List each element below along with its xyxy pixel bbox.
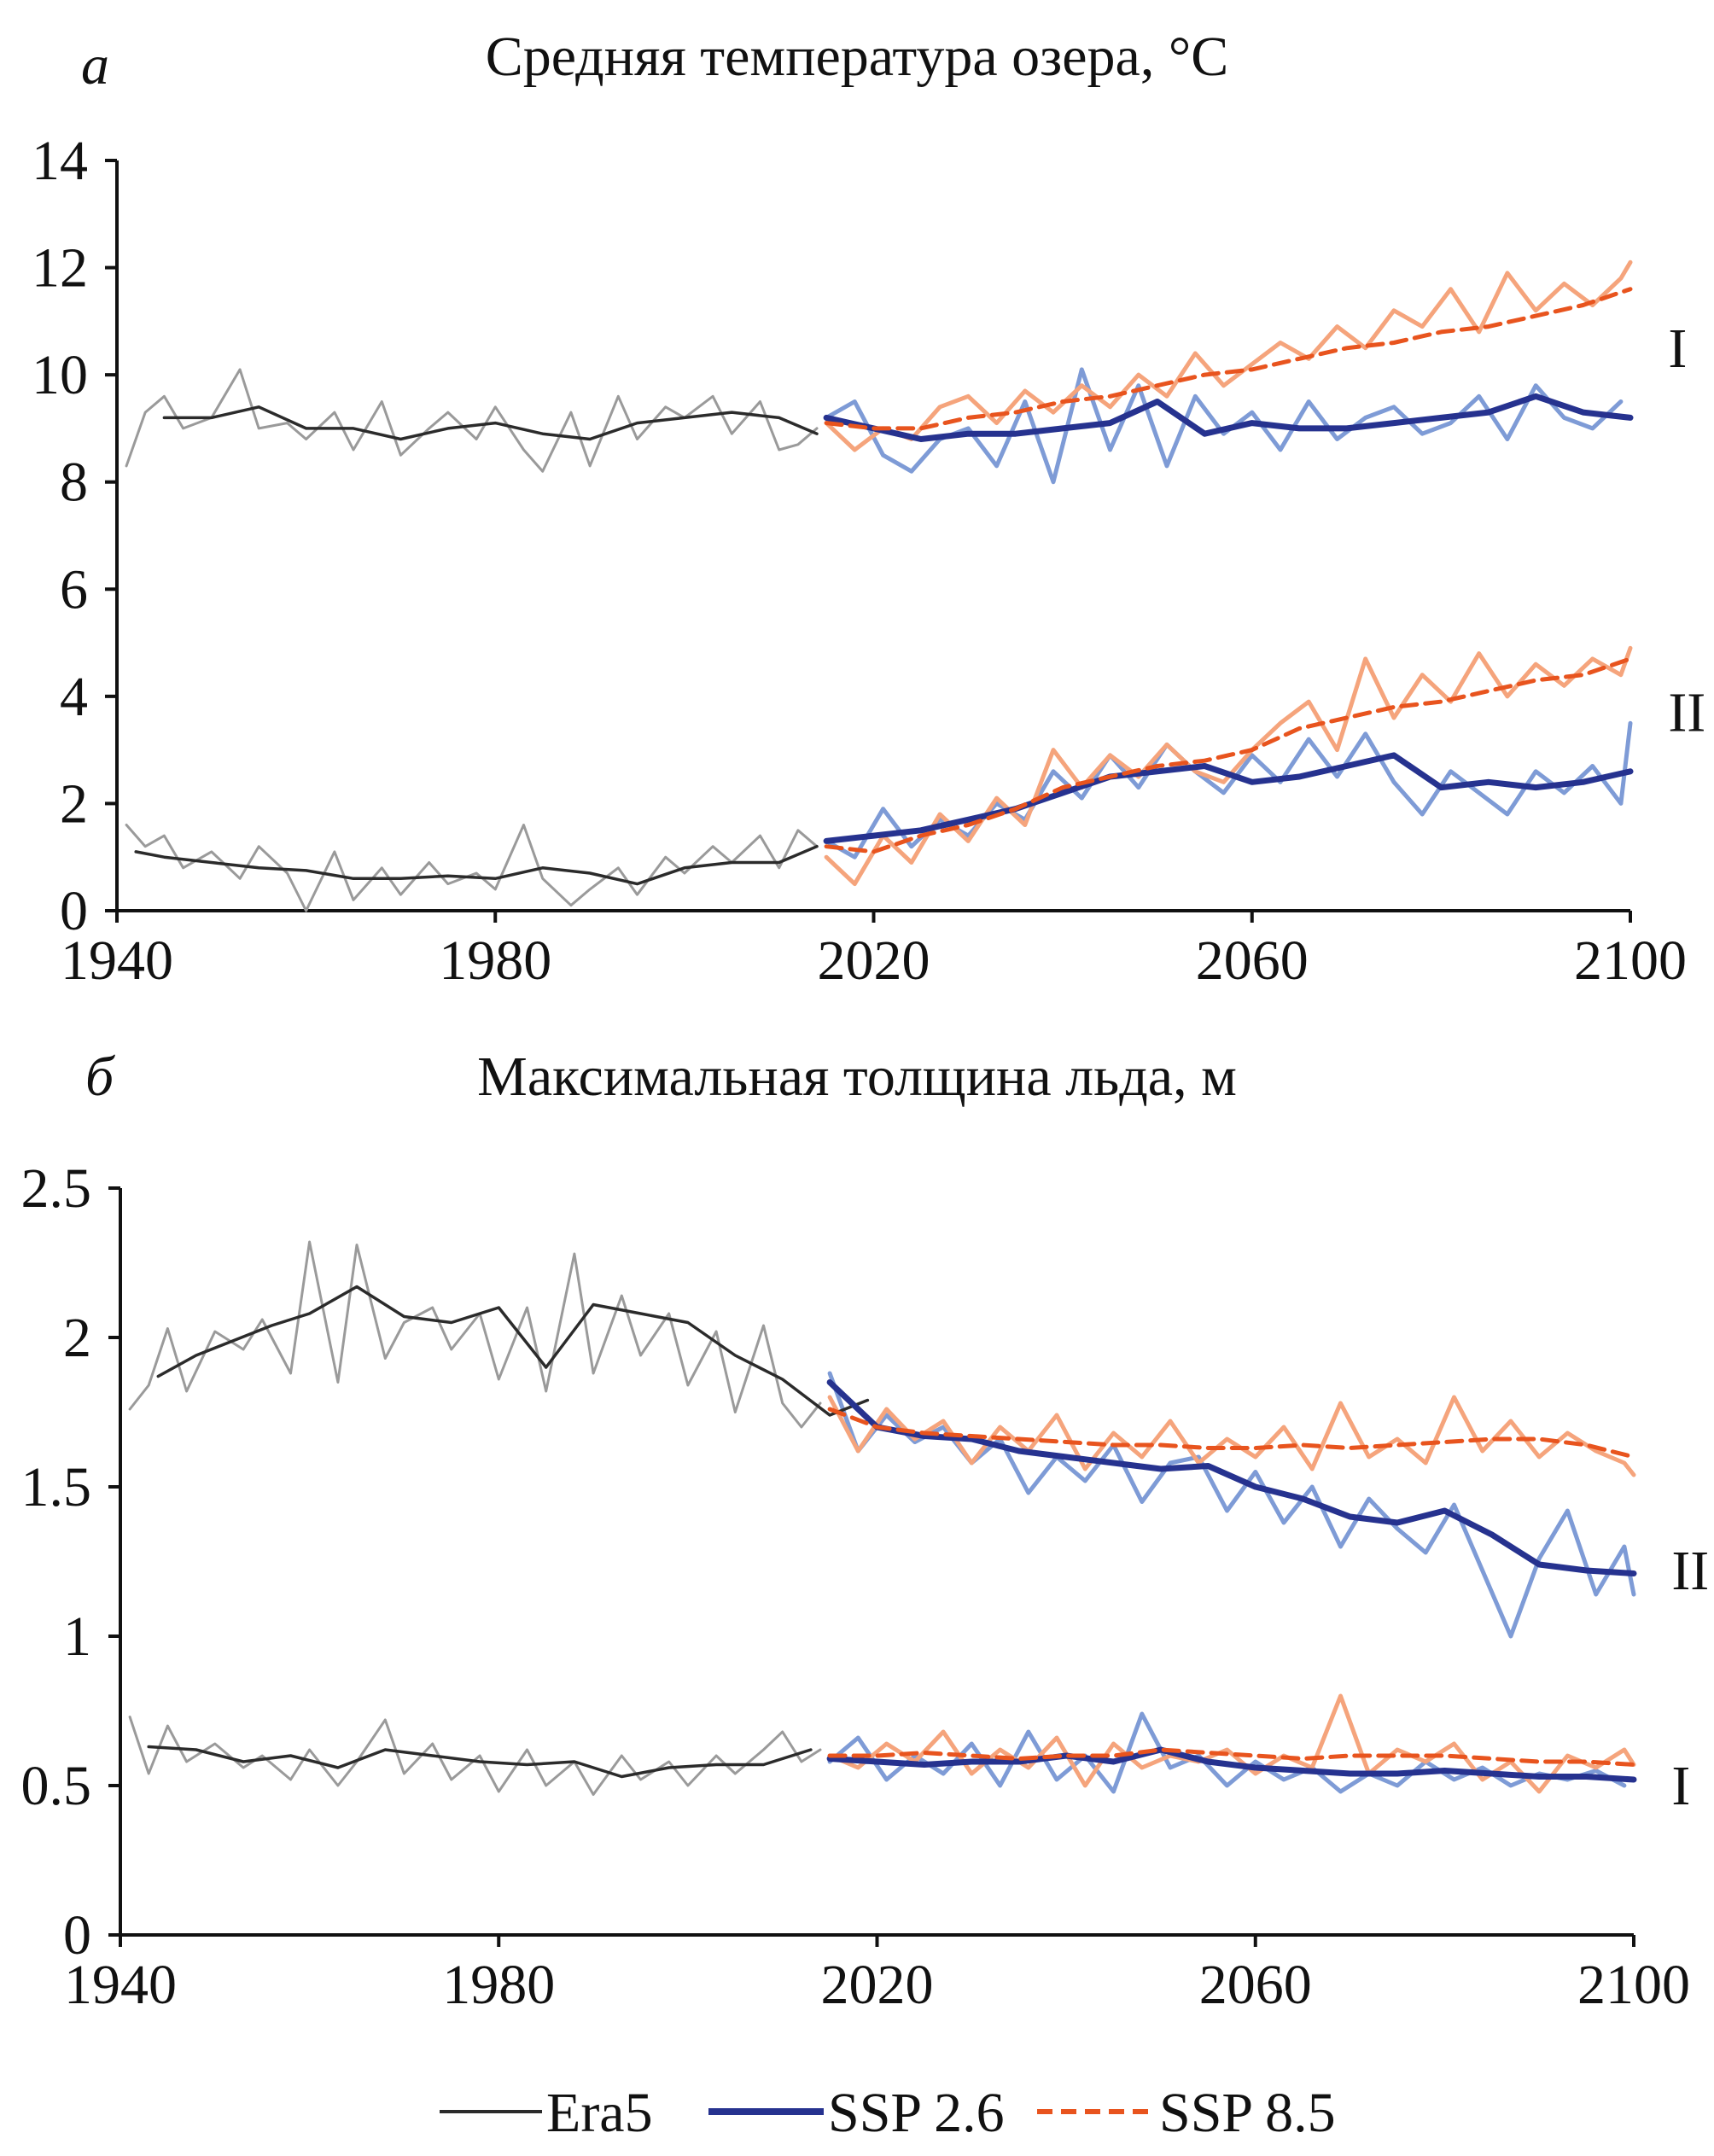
x-tick-label: 2020 [818,929,930,992]
y-tick-label: 14 [32,130,88,192]
series-line-era5-i-raw [128,1716,822,1796]
x-tick-label: 1940 [61,929,173,992]
legend-label-ssp26: SSP 2.6 [828,2082,1005,2144]
y-tick-label: 1.5 [21,1456,92,1518]
legend-label-ssp85: SSP 8.5 [1159,2082,1336,2144]
legend-label-era5: Era5 [546,2082,653,2144]
y-tick-label: 0 [63,1904,91,1967]
x-tick-label: 2060 [1196,929,1309,992]
x-tick-label: 2100 [1577,1954,1690,2016]
series-line-ssp-2-6-ii-smooth [826,1379,1637,1576]
axes-a: 0 2 4 6 8 10 12 14 1940 1980 2020 2060 2100 [32,130,1687,992]
series-line-ssp-8-5-ii-smooth [827,1407,1636,1460]
y-tick-label: 12 [32,237,88,300]
series-line-ssp-2-6-ii-raw [827,1371,1636,1639]
x-tick-label: 1980 [439,929,551,992]
series-layer-b: III [128,1240,1709,1817]
y-tick-label: 0 [60,880,88,942]
x-tick-label: 1980 [442,1954,555,2016]
series-line-era5-ii-smooth [134,844,819,886]
chart-title-b: Максимальная толщина льда, м [477,1046,1237,1108]
series-line-ssp-8-5-i-smooth [827,1747,1636,1767]
series-line-ssp-2-6-i-smooth [823,393,1634,442]
series-line-era5-ii-smooth [156,1285,870,1417]
y-tick-label: 2.5 [21,1157,92,1220]
series-line-era5-i-smooth [147,1745,813,1779]
x-tick-label: 2020 [821,1954,934,2016]
group-label-ii: II [1671,1540,1709,1602]
y-tick-label: 2 [60,772,88,835]
series-line-ssp-8-5-i-smooth [824,287,1633,431]
x-tick-label: 2060 [1199,1954,1312,2016]
series-line-era5-ii-raw [125,824,819,912]
x-tick-label: 2100 [1574,929,1687,992]
y-tick-label: 4 [60,666,88,728]
y-tick-label: 8 [60,452,88,514]
panel-letter-b: б [85,1046,115,1108]
x-tick-label: 1940 [64,1954,177,2016]
group-label-i: I [1671,1755,1690,1817]
series-line-ssp-8-5-i-raw [824,259,1633,452]
group-label-ii: II [1668,682,1705,744]
chart-panel-b: б Максимальная толщина льда, м 0 0.5 1 1.5 2… [21,1046,1710,2016]
series-line-ssp-8-5-ii-smooth [824,656,1633,854]
axes-b: 0 0.5 1 1.5 2 2.5 1940 1980 2020 2060 2100 [21,1157,1691,2016]
y-tick-label: 10 [32,344,88,406]
y-tick-label: 0.5 [21,1755,92,1817]
legend: Era5 SSP 2.6 SSP 8.5 [440,2082,1336,2144]
y-tick-label: 6 [60,558,88,621]
series-line-era5-i-smooth [162,405,819,441]
series-line-ssp-8-5-ii-raw [824,645,1633,887]
series-line-ssp-2-6-ii-smooth [823,752,1634,844]
chart-title-a: Средняя температура озера, °C [486,26,1229,88]
y-tick-label: 1 [63,1605,91,1668]
series-line-ssp-2-6-ii-raw [824,720,1633,859]
series-line-era5-ii-raw [128,1240,822,1429]
series-line-era5-i-raw [125,368,819,473]
panel-letter-a: а [81,34,109,96]
chart-panel-a: а Средняя температура озера, °C 0 2 4 6 8 10 1… [32,26,1705,992]
series-line-ssp-8-5-i-raw [827,1693,1636,1794]
series-layer-a: III [125,259,1705,912]
y-tick-label: 2 [63,1307,91,1369]
series-line-ssp-2-6-i-smooth [826,1746,1637,1783]
group-label-i: I [1668,318,1687,380]
